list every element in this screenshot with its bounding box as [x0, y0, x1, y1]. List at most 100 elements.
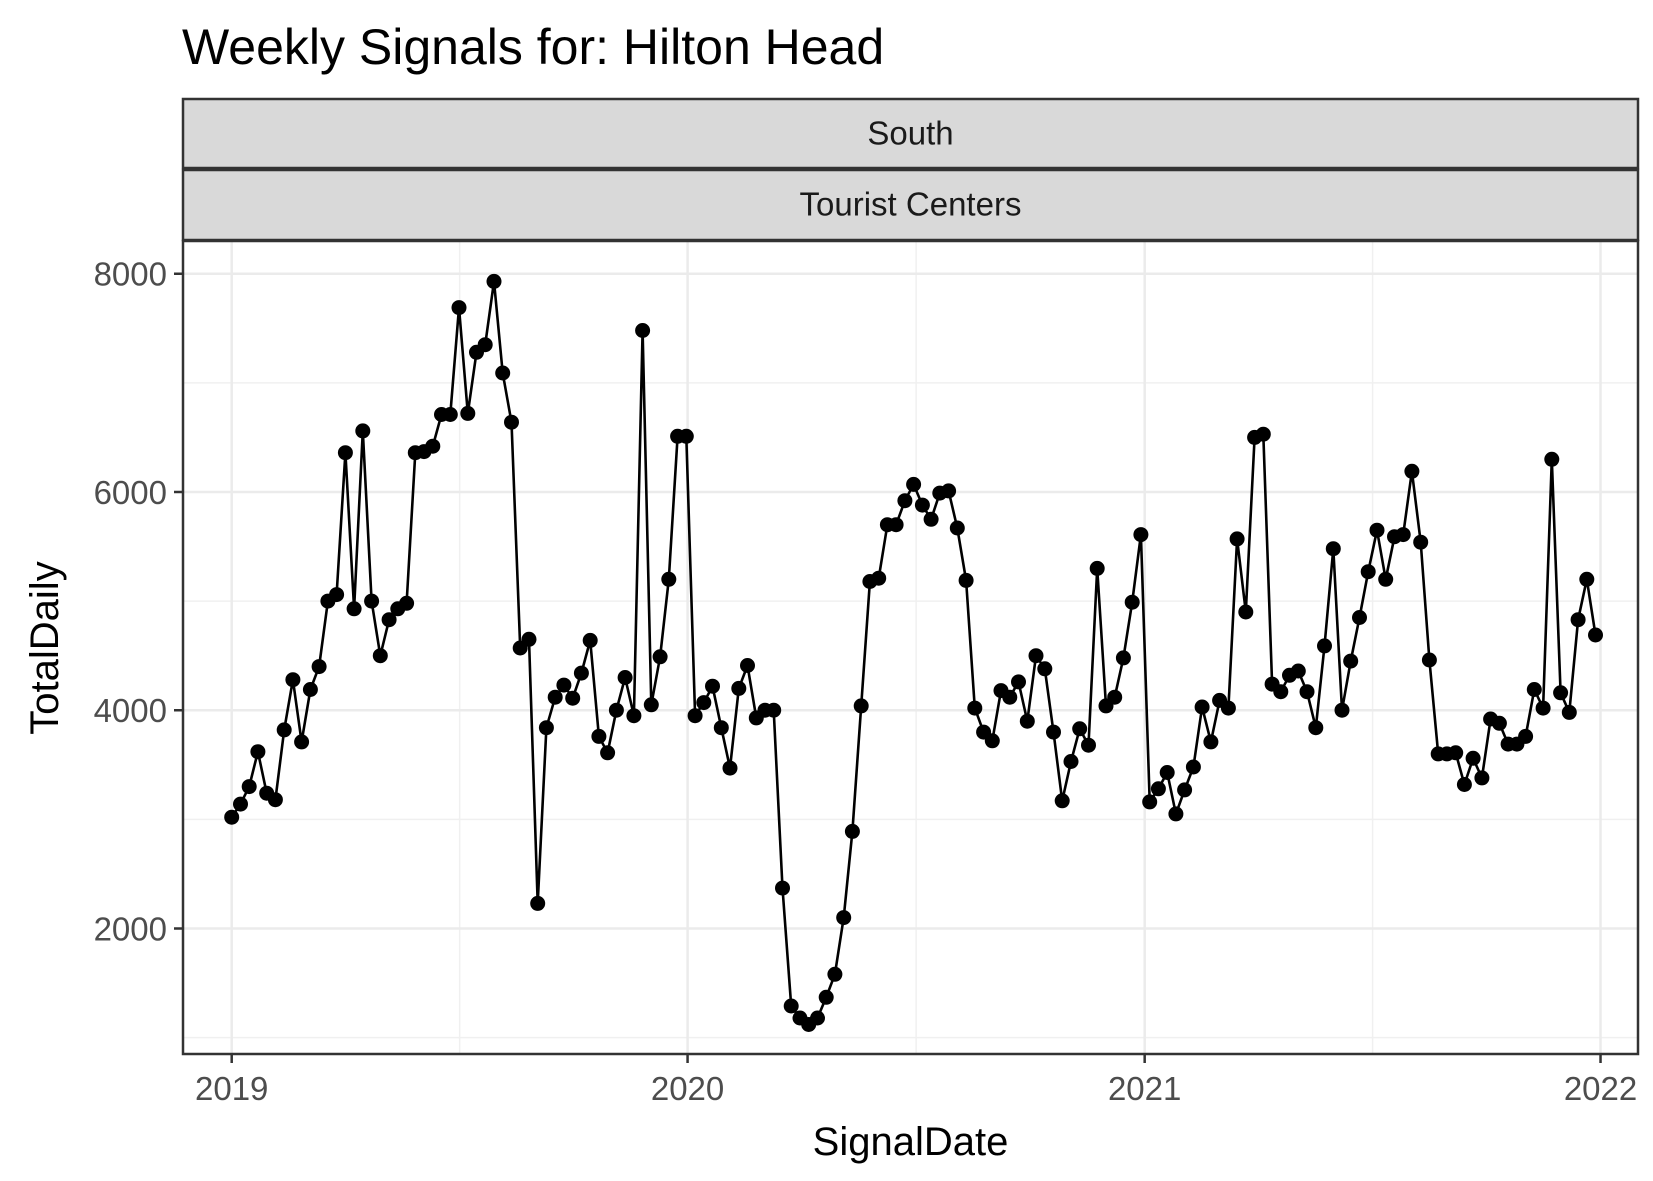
data-point — [591, 728, 607, 744]
data-point — [1002, 689, 1018, 705]
data-point — [1194, 699, 1210, 715]
data-point — [1177, 782, 1193, 798]
data-point — [1535, 700, 1551, 716]
data-point — [871, 570, 887, 586]
data-point — [1413, 534, 1429, 550]
data-point — [713, 720, 729, 736]
data-point — [652, 649, 668, 665]
data-point — [1142, 794, 1158, 810]
data-point — [442, 407, 458, 422]
data-point — [1054, 793, 1070, 809]
data-point — [818, 989, 834, 1005]
y-axis-title: TotalDaily — [23, 561, 67, 734]
grid-minor — [183, 241, 1638, 1054]
data-point — [372, 648, 388, 664]
data-point — [810, 1010, 825, 1026]
data-point — [1491, 715, 1507, 731]
data-point — [250, 744, 266, 760]
data-point — [556, 677, 572, 693]
data-point — [1011, 674, 1026, 690]
data-point — [425, 438, 441, 454]
y-tick-label: 2000 — [94, 911, 167, 948]
data-point — [608, 702, 624, 718]
data-point — [1404, 463, 1420, 479]
data-point — [1526, 682, 1542, 697]
data-point — [1150, 781, 1166, 797]
plot-background — [183, 241, 1638, 1054]
data-point — [1159, 765, 1175, 780]
data-point — [705, 678, 720, 694]
data-point — [1378, 571, 1394, 587]
data-point — [1579, 571, 1595, 587]
data-point — [740, 658, 755, 673]
data-point — [1299, 684, 1315, 700]
data-point — [1168, 806, 1184, 822]
data-point — [355, 423, 371, 439]
data-point — [984, 733, 1000, 749]
data-point — [1448, 745, 1464, 761]
data-point — [853, 698, 869, 714]
data-point — [329, 587, 345, 603]
data-point — [1124, 594, 1140, 610]
data-point — [1290, 663, 1306, 679]
x-tick-label: 2019 — [195, 1070, 268, 1107]
data-point — [626, 708, 642, 724]
data-point — [678, 428, 694, 444]
data-point — [722, 760, 738, 776]
data-point — [573, 665, 589, 681]
data-point — [495, 365, 511, 381]
chart-title: Weekly Signals for: Hilton Head — [182, 19, 884, 75]
data-point — [731, 680, 747, 696]
data-point — [1203, 734, 1219, 750]
data-point — [1553, 685, 1569, 701]
data-point — [486, 273, 502, 289]
data-point — [1107, 689, 1123, 705]
y-tick-label: 8000 — [94, 256, 167, 293]
data-point — [346, 601, 362, 617]
x-tick-label: 2021 — [1108, 1070, 1181, 1107]
data-point — [1570, 612, 1586, 628]
data-point — [827, 966, 843, 982]
data-point — [1229, 531, 1245, 547]
data-point — [1063, 754, 1079, 769]
data-point — [337, 445, 353, 461]
y-tick-label: 6000 — [94, 474, 167, 511]
data-point — [1325, 541, 1341, 557]
data-point — [1369, 522, 1385, 538]
data-point — [1255, 426, 1271, 442]
facet-strip-category — [181, 168, 1640, 242]
data-point — [530, 895, 546, 911]
data-point — [687, 708, 703, 724]
data-point — [1334, 702, 1350, 718]
data-point — [766, 702, 782, 718]
y-axis: 2000 4000 6000 8000 — [94, 256, 183, 948]
data-point — [1308, 720, 1324, 736]
data-point — [504, 414, 519, 430]
data-point — [381, 612, 397, 628]
data-point — [1185, 759, 1201, 775]
data-point — [477, 337, 493, 353]
data-point — [696, 695, 712, 711]
data-point — [364, 593, 380, 609]
data-point — [958, 572, 974, 588]
x-tick-label: 2020 — [651, 1070, 724, 1107]
series-layer — [224, 273, 1603, 1032]
data-point — [1352, 610, 1367, 625]
data-point — [302, 682, 318, 697]
data-point — [1395, 527, 1411, 543]
data-point — [285, 672, 301, 688]
data-point — [451, 300, 467, 316]
x-tick-label: 2022 — [1564, 1070, 1637, 1107]
data-point — [1028, 648, 1044, 664]
data-point — [1081, 737, 1096, 753]
data-point — [1317, 638, 1332, 654]
data-point — [582, 632, 598, 648]
data-point — [949, 520, 965, 536]
data-point — [1561, 704, 1577, 720]
data-point — [923, 511, 939, 527]
data-point — [617, 670, 633, 685]
data-point — [775, 880, 790, 896]
plot-border — [181, 239, 1640, 1056]
data-point — [600, 745, 616, 761]
